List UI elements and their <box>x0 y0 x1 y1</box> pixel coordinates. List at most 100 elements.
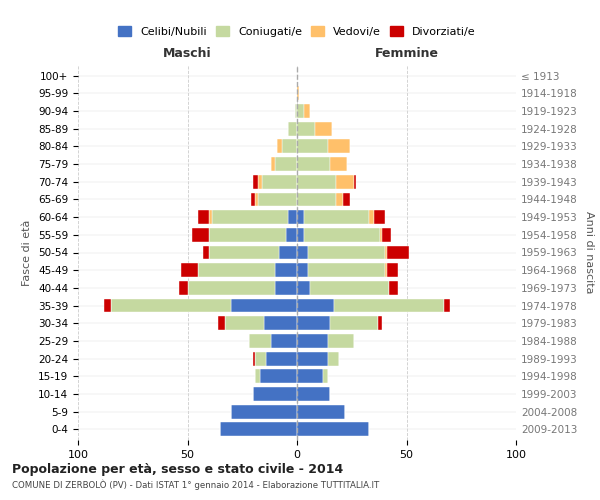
Bar <box>280 246 297 260</box>
Bar <box>297 316 330 330</box>
Bar <box>225 316 264 330</box>
Bar <box>308 264 385 277</box>
Bar <box>209 228 286 241</box>
Bar <box>256 352 266 366</box>
Bar <box>369 210 374 224</box>
Bar <box>297 192 337 206</box>
Bar <box>297 122 314 136</box>
Y-axis label: Anni di nascita: Anni di nascita <box>584 211 594 294</box>
Bar <box>257 175 262 188</box>
Bar <box>297 264 308 277</box>
Bar <box>262 175 297 188</box>
Text: Femmine: Femmine <box>374 46 439 60</box>
Bar <box>251 192 256 206</box>
Text: COMUNE DI ZERBOLÒ (PV) - Dati ISTAT 1° gennaio 2014 - Elaborazione TUTTITALIA.IT: COMUNE DI ZERBOLÒ (PV) - Dati ISTAT 1° g… <box>12 480 379 490</box>
Bar <box>387 264 398 277</box>
Text: Maschi: Maschi <box>163 46 212 60</box>
Bar <box>220 422 297 436</box>
Bar <box>253 352 256 366</box>
Bar <box>304 228 380 241</box>
Bar <box>297 228 304 241</box>
Bar <box>297 387 330 401</box>
Bar <box>104 298 111 312</box>
Bar <box>295 104 297 118</box>
Bar <box>343 192 350 206</box>
Bar <box>297 352 328 366</box>
Bar <box>297 405 345 418</box>
Bar <box>444 298 450 312</box>
Bar <box>380 228 382 241</box>
Bar <box>308 246 385 260</box>
Bar <box>389 281 398 295</box>
Bar <box>378 316 382 330</box>
Bar <box>275 264 297 277</box>
Bar <box>385 264 387 277</box>
Bar <box>385 246 387 260</box>
Bar <box>297 104 304 118</box>
Bar <box>297 246 308 260</box>
Bar <box>297 370 323 383</box>
Bar <box>181 264 199 277</box>
Bar <box>286 228 297 241</box>
Bar <box>328 140 350 153</box>
Bar <box>275 281 297 295</box>
Bar <box>179 281 187 295</box>
Bar <box>271 157 275 171</box>
Bar <box>199 210 209 224</box>
Bar <box>297 422 369 436</box>
Bar <box>330 157 347 171</box>
Bar <box>232 405 297 418</box>
Bar <box>297 140 328 153</box>
Bar <box>323 370 328 383</box>
Bar <box>256 370 260 383</box>
Bar <box>249 334 271 348</box>
Bar <box>209 246 280 260</box>
Bar <box>328 352 338 366</box>
Y-axis label: Fasce di età: Fasce di età <box>22 220 32 286</box>
Bar <box>334 298 444 312</box>
Bar <box>297 334 328 348</box>
Bar <box>218 316 225 330</box>
Bar <box>288 210 297 224</box>
Bar <box>199 264 275 277</box>
Bar <box>264 316 297 330</box>
Bar <box>304 210 369 224</box>
Bar <box>232 298 297 312</box>
Bar <box>257 192 297 206</box>
Bar <box>297 86 299 100</box>
Bar <box>256 192 257 206</box>
Bar <box>111 298 232 312</box>
Bar <box>328 334 354 348</box>
Bar <box>212 210 288 224</box>
Bar <box>188 281 275 295</box>
Bar <box>266 352 297 366</box>
Bar <box>297 157 330 171</box>
Bar <box>297 281 310 295</box>
Bar <box>354 175 356 188</box>
Bar <box>288 122 297 136</box>
Bar <box>260 370 297 383</box>
Bar <box>314 122 332 136</box>
Legend: Celibi/Nubili, Coniugati/e, Vedovi/e, Divorziati/e: Celibi/Nubili, Coniugati/e, Vedovi/e, Di… <box>114 22 480 42</box>
Bar <box>297 175 337 188</box>
Bar <box>297 298 334 312</box>
Bar <box>253 387 297 401</box>
Bar <box>374 210 385 224</box>
Bar <box>337 192 343 206</box>
Bar <box>203 246 209 260</box>
Bar <box>192 228 209 241</box>
Bar <box>330 316 378 330</box>
Bar <box>277 140 281 153</box>
Bar <box>281 140 297 153</box>
Bar <box>337 175 354 188</box>
Bar <box>382 228 391 241</box>
Bar <box>297 210 304 224</box>
Bar <box>209 210 212 224</box>
Bar <box>275 157 297 171</box>
Text: Popolazione per età, sesso e stato civile - 2014: Popolazione per età, sesso e stato civil… <box>12 462 343 475</box>
Bar <box>304 104 310 118</box>
Bar <box>271 334 297 348</box>
Bar <box>253 175 257 188</box>
Bar <box>310 281 389 295</box>
Bar <box>387 246 409 260</box>
